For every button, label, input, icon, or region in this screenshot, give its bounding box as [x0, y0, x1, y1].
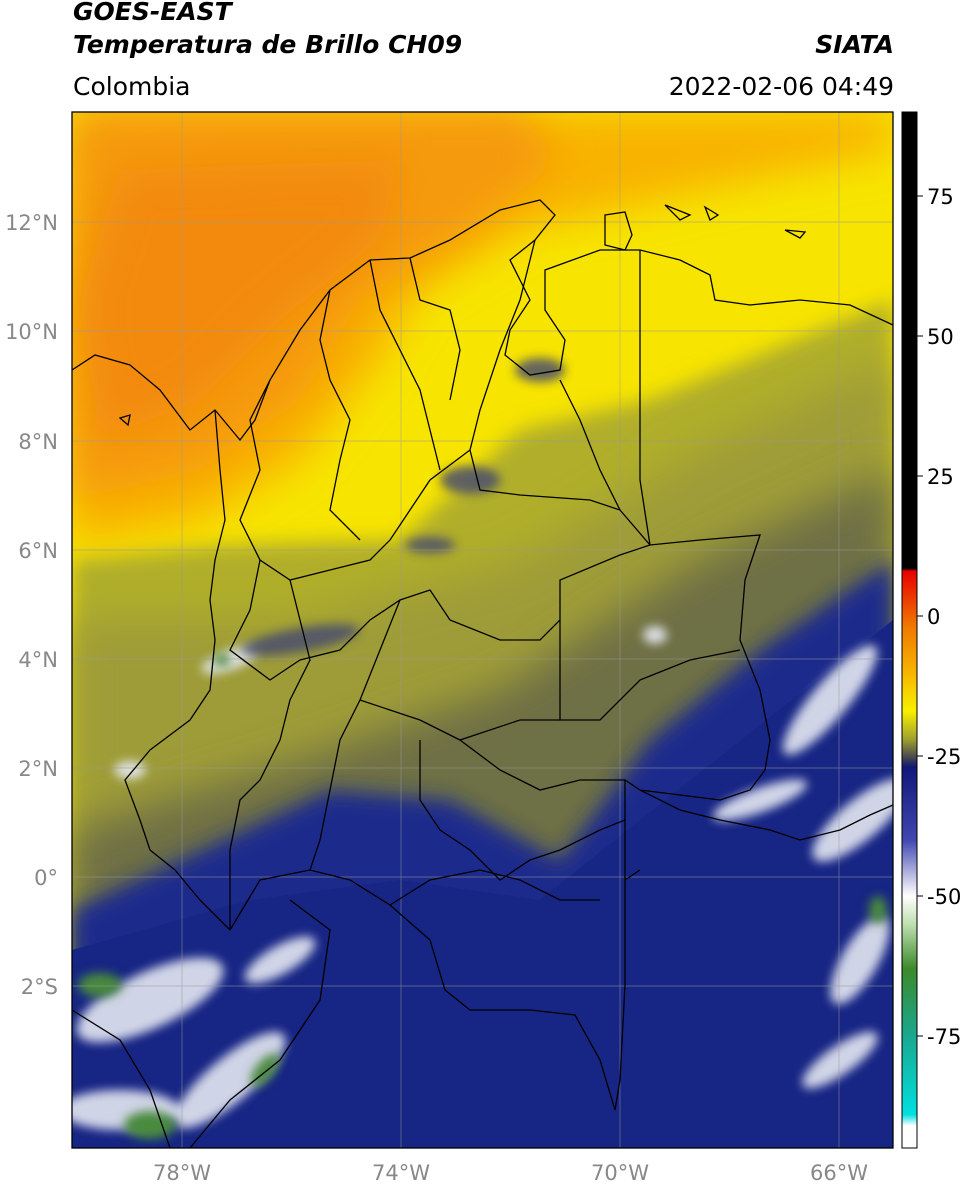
colorbar-ticks: 75 50 25 0 -25 -50 -75: [917, 185, 961, 1049]
map-frame: [71, 111, 894, 1149]
lat-label: 8°N: [18, 430, 58, 454]
lat-label: 0°: [34, 866, 58, 890]
lon-label: 78°W: [153, 1161, 211, 1185]
lon-label: 74°W: [372, 1161, 430, 1185]
coastlines-borders: [72, 199, 893, 1148]
datetime-label: 2022-02-06 04:49: [668, 72, 894, 101]
lat-label: 12°N: [5, 211, 58, 235]
title-satellite: GOES-EAST: [73, 0, 232, 26]
longitude-labels: 78°W 74°W 70°W 66°W: [153, 1161, 868, 1185]
colorbar-tick-label: -50: [927, 885, 961, 909]
lat-label: 2°S: [21, 975, 58, 999]
colorbar-tick-label: 75: [927, 185, 954, 209]
latitude-labels: 12°N 10°N 8°N 6°N 4°N 2°N 0° 2°S: [5, 211, 58, 999]
lat-label: 6°N: [18, 539, 58, 563]
colorbar-tick-label: 0: [927, 605, 940, 629]
lat-label: 10°N: [5, 320, 58, 344]
lon-label: 66°W: [810, 1161, 868, 1185]
lat-label: 4°N: [18, 648, 58, 672]
colorbar-tick-label: -75: [927, 1025, 961, 1049]
lat-label: 2°N: [18, 757, 58, 781]
lon-label: 70°W: [591, 1161, 649, 1185]
colorbar-tick-label: 25: [927, 465, 954, 489]
title-product: Temperatura de Brillo CH09: [73, 30, 463, 59]
colorbar-tick-label: -25: [927, 745, 961, 769]
colorbar-tick-label: 50: [927, 325, 954, 349]
region-label: Colombia: [73, 72, 191, 101]
colorbar: 75 50 25 0 -25 -50 -75: [901, 111, 961, 1149]
colorbar-gradient: [901, 111, 918, 1149]
gridlines: [72, 112, 893, 1148]
temperature-field: [72, 112, 893, 1148]
brand-label: SIATA: [815, 30, 894, 59]
